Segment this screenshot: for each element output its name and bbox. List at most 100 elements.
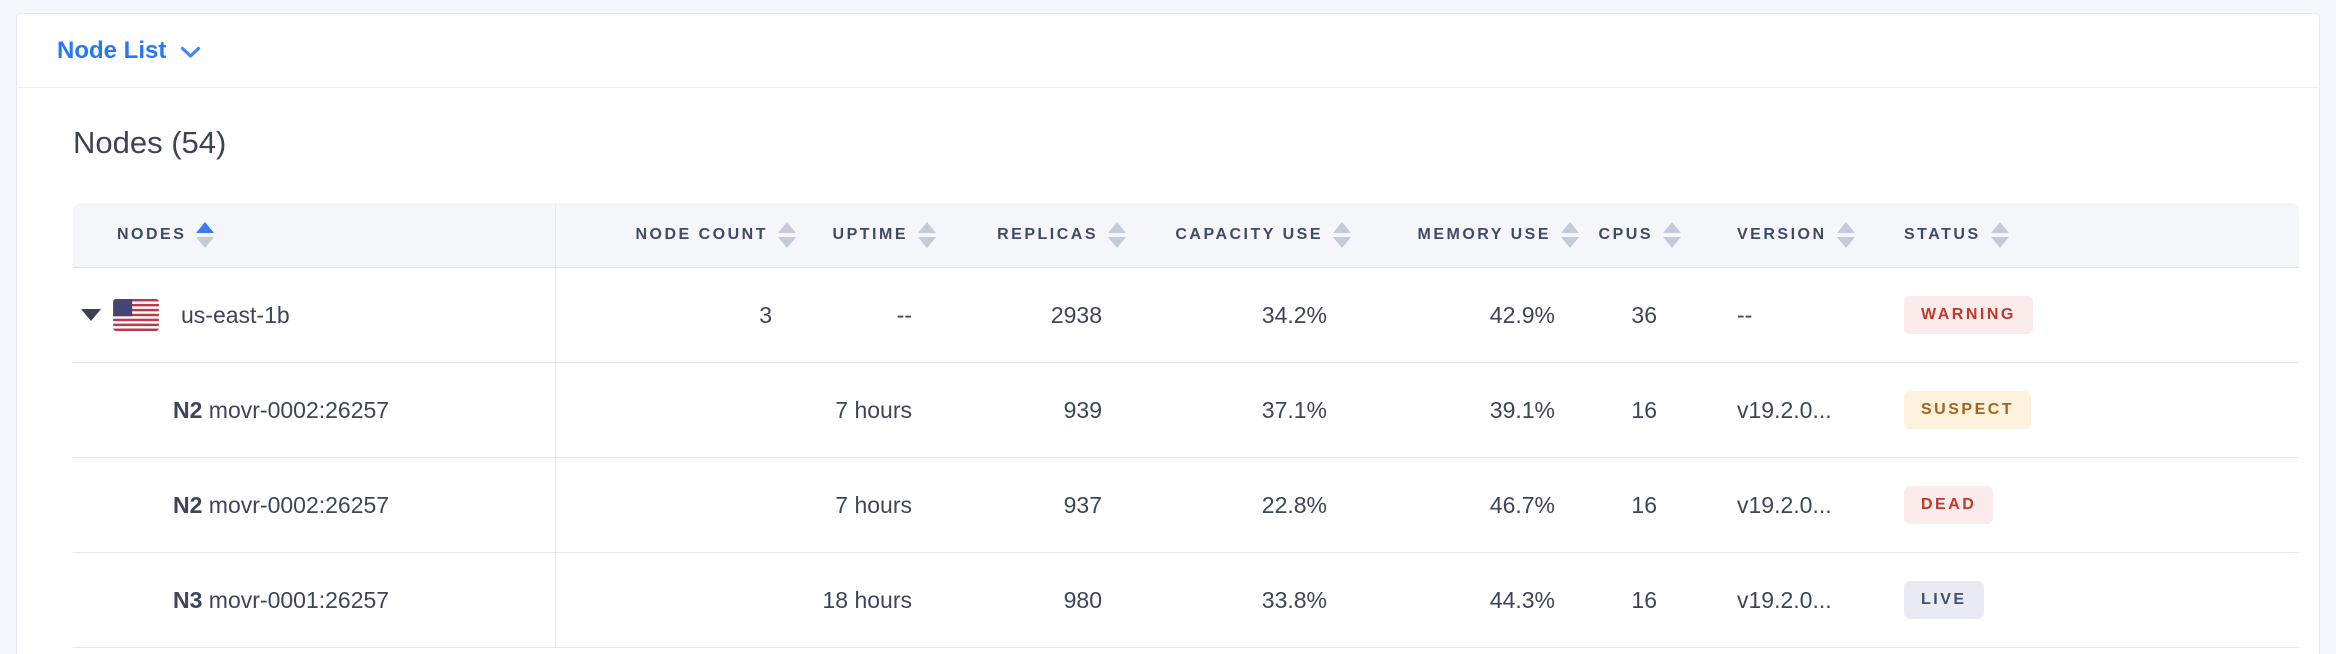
sort-descending-icon[interactable] <box>196 237 215 248</box>
node-list-card: Node List Nodes (54) NODES <box>16 13 2320 654</box>
column-header-replicas[interactable]: REPLICAS <box>936 203 1126 268</box>
region-name: us-east-1b <box>181 301 290 328</box>
sort-descending-icon[interactable] <box>1108 237 1126 248</box>
column-header-nodes[interactable]: NODES <box>73 203 556 268</box>
node-count-cell <box>556 458 796 553</box>
replicas-cell: 939 <box>936 363 1126 458</box>
node-address[interactable]: movr-0002:26257 <box>208 491 390 518</box>
sort-icons[interactable] <box>1108 222 1126 248</box>
cpus-cell: 16 <box>1579 363 1681 458</box>
status-badge: LIVE <box>1904 581 1984 619</box>
chevron-down-icon <box>180 46 201 59</box>
node-id[interactable]: N2 <box>173 491 203 518</box>
sort-ascending-icon[interactable] <box>196 222 215 233</box>
node-id[interactable]: N3 <box>173 586 203 613</box>
column-header-cpus[interactable]: CPUS <box>1579 203 1681 268</box>
sort-ascending-icon[interactable] <box>918 222 936 233</box>
sort-descending-icon[interactable] <box>918 237 936 248</box>
node-list-dropdown[interactable]: Node List <box>57 37 201 65</box>
status-cell: WARNING <box>1861 268 2299 363</box>
capacity-use-cell: 33.8% <box>1126 553 1351 648</box>
uptime-cell: 7 hours <box>796 363 936 458</box>
table-row-region: us-east-1b 3 -- 2938 34.2% 42.9% 36 -- W… <box>73 268 2299 363</box>
sort-descending-icon[interactable] <box>1561 237 1579 248</box>
sort-descending-icon[interactable] <box>1663 237 1681 248</box>
sort-icons[interactable] <box>1333 222 1351 248</box>
sort-descending-icon[interactable] <box>1836 237 1855 248</box>
column-header-label: NODE COUNT <box>635 226 768 243</box>
column-header-memory-use[interactable]: MEMORY USE <box>1351 203 1579 268</box>
capacity-use-cell: 37.1% <box>1126 363 1351 458</box>
node-name-cell: N2 movr-0002:26257 <box>73 458 556 553</box>
node-address[interactable]: movr-0001:26257 <box>208 586 390 613</box>
memory-use-cell: 42.9% <box>1351 268 1579 363</box>
column-header-label: REPLICAS <box>997 226 1098 243</box>
sort-icons[interactable] <box>778 222 796 248</box>
status-cell: SUSPECT <box>1861 363 2299 458</box>
version-cell: v19.2.0... <box>1681 553 1861 648</box>
node-name-cell: N3 movr-0001:26257 <box>73 553 556 648</box>
sort-icons[interactable] <box>1663 222 1681 248</box>
table-row-node: N2 movr-0002:26257 7 hours 937 22.8% 46.… <box>73 458 2299 553</box>
page-topbar: Node List <box>17 14 2319 88</box>
uptime-cell: 18 hours <box>796 553 936 648</box>
column-header-status[interactable]: STATUS <box>1861 203 2299 268</box>
capacity-use-cell: 34.2% <box>1126 268 1351 363</box>
status-cell: DEAD <box>1861 458 2299 553</box>
collapse-caret-icon[interactable] <box>81 309 101 321</box>
replicas-cell: 2938 <box>936 268 1126 363</box>
cpus-cell: 36 <box>1579 268 1681 363</box>
sort-descending-icon[interactable] <box>1333 237 1351 248</box>
memory-use-cell: 44.3% <box>1351 553 1579 648</box>
page-title: Nodes (54) <box>73 125 227 160</box>
column-header-label: CAPACITY USE <box>1175 226 1323 243</box>
status-badge: DEAD <box>1904 486 1994 524</box>
sort-icons[interactable] <box>1836 222 1855 248</box>
cpus-cell: 16 <box>1579 553 1681 648</box>
sort-icons[interactable] <box>918 222 936 248</box>
column-header-label: CPUS <box>1598 226 1653 243</box>
status-badge: WARNING <box>1904 296 2033 334</box>
column-header-uptime[interactable]: UPTIME <box>796 203 936 268</box>
table-row-node: N3 movr-0001:26257 18 hours 980 33.8% 44… <box>73 553 2299 648</box>
sort-icons[interactable] <box>1561 222 1579 248</box>
nodes-table: NODES NODE COUNT UPTIME <box>73 203 2299 648</box>
capacity-use-cell: 22.8% <box>1126 458 1351 553</box>
sort-ascending-icon[interactable] <box>778 222 796 233</box>
sort-descending-icon[interactable] <box>778 237 796 248</box>
version-cell: -- <box>1681 268 1861 363</box>
node-address[interactable]: movr-0002:26257 <box>208 396 390 423</box>
us-flag-icon <box>113 299 159 331</box>
status-badge: SUSPECT <box>1904 391 2032 429</box>
status-cell: LIVE <box>1861 553 2299 648</box>
sort-ascending-icon[interactable] <box>1108 222 1126 233</box>
sort-icons[interactable] <box>196 222 215 248</box>
sort-descending-icon[interactable] <box>1990 237 2009 248</box>
table-header-row: NODES NODE COUNT UPTIME <box>73 203 2299 268</box>
column-header-label: MEMORY USE <box>1417 226 1551 243</box>
replicas-cell: 980 <box>936 553 1126 648</box>
version-cell: v19.2.0... <box>1681 363 1861 458</box>
sort-icons[interactable] <box>1990 222 2009 248</box>
node-id[interactable]: N2 <box>173 396 203 423</box>
node-count-cell <box>556 553 796 648</box>
uptime-cell: 7 hours <box>796 458 936 553</box>
sort-ascending-icon[interactable] <box>1663 222 1681 233</box>
column-header-node-count[interactable]: NODE COUNT <box>556 203 796 268</box>
sort-ascending-icon[interactable] <box>1561 222 1579 233</box>
sort-ascending-icon[interactable] <box>1990 222 2009 233</box>
sort-ascending-icon[interactable] <box>1333 222 1351 233</box>
node-count-cell <box>556 363 796 458</box>
column-header-label: NODES <box>117 226 187 243</box>
sort-ascending-icon[interactable] <box>1836 222 1855 233</box>
node-name-cell: N2 movr-0002:26257 <box>73 363 556 458</box>
column-header-version[interactable]: VERSION <box>1681 203 1861 268</box>
column-header-label: UPTIME <box>832 226 908 243</box>
uptime-cell: -- <box>796 268 936 363</box>
version-cell: v19.2.0... <box>1681 458 1861 553</box>
table-row-node: N2 movr-0002:26257 7 hours 939 37.1% 39.… <box>73 363 2299 458</box>
node-count-cell: 3 <box>556 268 796 363</box>
column-header-capacity-use[interactable]: CAPACITY USE <box>1126 203 1351 268</box>
column-header-label: VERSION <box>1737 226 1827 243</box>
replicas-cell: 937 <box>936 458 1126 553</box>
